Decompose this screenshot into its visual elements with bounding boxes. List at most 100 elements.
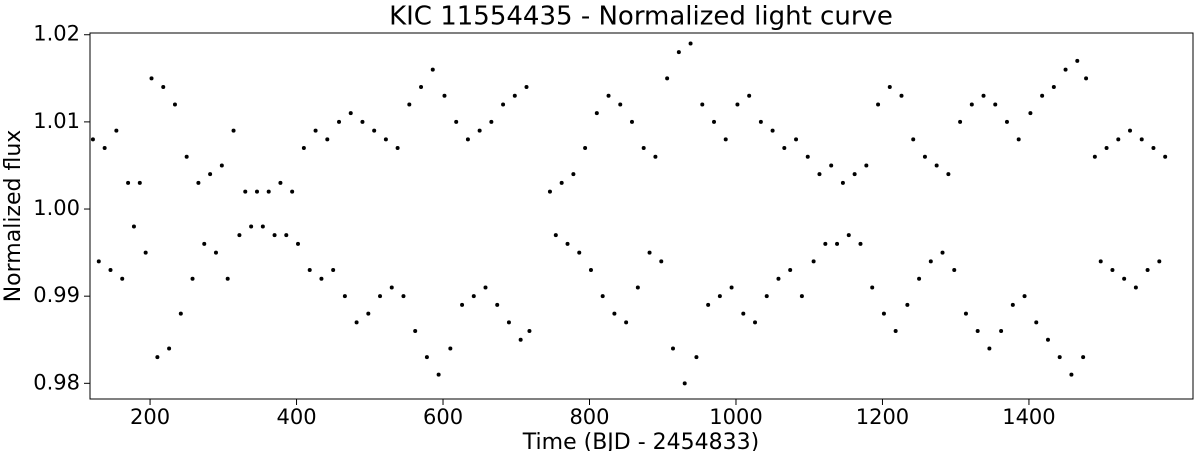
data-point [975,329,980,334]
plot-frame [89,32,1194,400]
data-point [1034,320,1039,325]
data-point [389,285,394,290]
data-point [319,276,324,281]
data-point [131,224,136,229]
data-point [624,320,629,325]
data-point [254,189,259,194]
data-point [712,119,717,124]
chart-title: KIC 11554435 - Normalized light curve [389,2,893,32]
data-point [219,163,224,168]
data-point [108,268,113,273]
data-point [1081,355,1086,360]
data-point [372,128,377,133]
data-point [829,163,834,168]
data-point [741,311,746,316]
data-point [231,128,236,133]
data-point [905,302,910,307]
data-point [1069,372,1074,377]
data-point [934,163,939,168]
data-point [653,154,658,159]
data-point [196,180,201,185]
data-point [266,189,271,194]
data-point [917,276,922,281]
data-point [430,67,435,72]
data-point [465,137,470,142]
data-point [952,268,957,273]
data-point [442,93,447,98]
data-point [401,294,406,299]
data-point [1163,154,1168,159]
data-point [202,241,207,246]
data-point [1116,137,1121,142]
data-point [395,146,400,151]
data-point [717,294,722,299]
data-point [629,119,634,124]
data-point [688,41,693,46]
data-point [237,233,242,238]
data-point [278,180,283,185]
data-point [354,320,359,325]
data-point [149,76,154,81]
data-point [758,119,763,124]
data-point [571,172,576,177]
data-point [1104,146,1109,151]
data-point [1045,337,1050,342]
data-point [588,268,593,273]
data-point [665,76,670,81]
data-point [501,102,506,107]
data-point [1016,137,1021,142]
data-point [213,250,218,255]
data-point [90,137,95,142]
data-point [337,119,342,124]
data-point [999,329,1004,334]
data-point [788,268,793,273]
data-point [114,128,119,133]
data-point [342,294,347,299]
data-point [676,50,681,55]
data-point [1040,93,1045,98]
data-point [747,93,752,98]
data-point [963,311,968,316]
data-point [172,102,177,107]
data-point [940,250,945,255]
data-point [618,102,623,107]
data-point [1151,146,1156,151]
data-point [811,259,816,264]
data-point [524,85,529,90]
data-point [272,233,277,238]
data-point [823,241,828,246]
data-point [454,119,459,124]
data-point [764,294,769,299]
y-tick-label: 1.00 [33,196,80,220]
data-point [249,224,254,229]
data-point [799,294,804,299]
data-point [495,302,500,307]
data-point [290,189,295,194]
data-point [577,250,582,255]
data-point [881,311,886,316]
data-point [155,355,160,360]
x-tick-label: 400 [276,405,316,429]
data-point [981,93,986,98]
data-point [296,241,301,246]
data-point [600,294,605,299]
data-point [331,268,336,273]
data-point [1157,259,1162,264]
data-point [846,233,851,238]
data-point [1075,58,1080,63]
data-point [700,102,705,107]
data-point [876,102,881,107]
data-point [143,250,148,255]
data-point [307,268,312,273]
data-point [137,180,142,185]
data-point [96,259,101,264]
data-point [1133,285,1138,290]
data-point [735,102,740,107]
data-point [366,311,371,316]
data-point [126,180,131,185]
data-point [102,146,107,151]
data-point [424,355,429,360]
data-point [612,311,617,316]
y-tick-label: 0.99 [33,283,80,307]
